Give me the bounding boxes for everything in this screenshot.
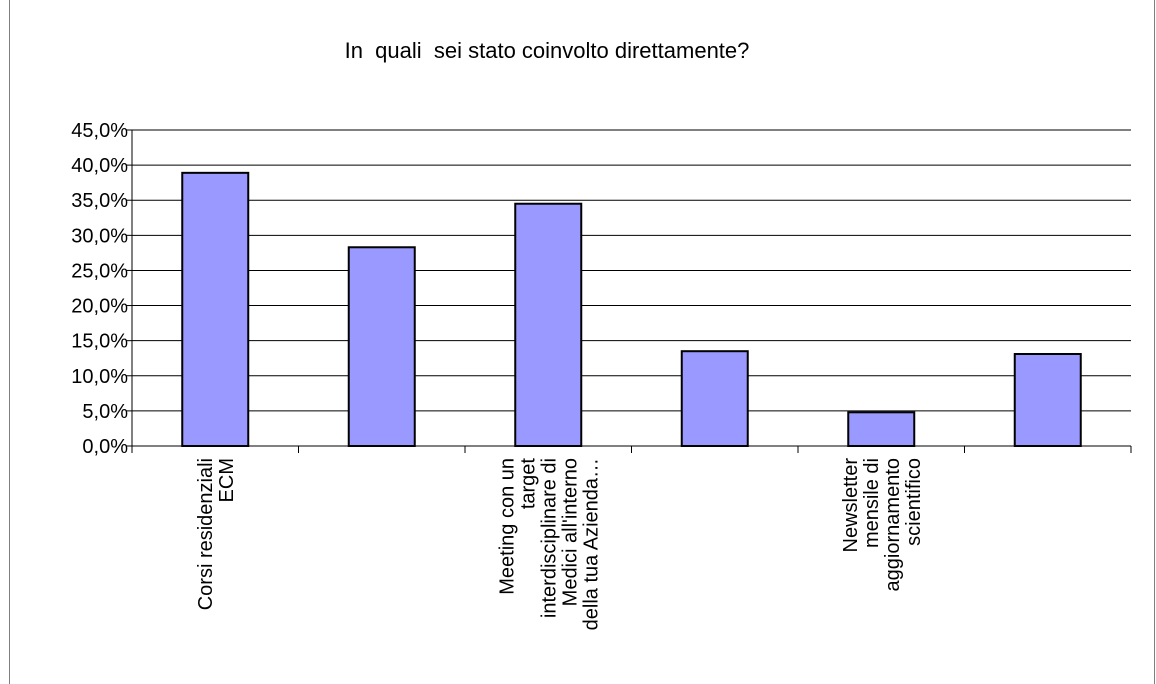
y-tick-label: 0,0% [82,436,128,458]
x-tick-label-line: ECM [216,458,238,502]
y-tick-label: 35,0% [71,190,128,212]
x-tick-label-line: aggiornamento [882,458,904,591]
x-tick-label-line: scientifico [903,458,925,546]
bar [680,350,749,448]
x-tick-label: Corsi residenzialiECM [195,458,238,610]
x-tick-label-line: della tua Azienda… [580,458,602,630]
x-axis-tick-labels: Corsi residenzialiECM Meeting con untarge… [195,458,925,631]
y-tick-label: 10,0% [71,366,128,388]
x-tick-label-line: Newsletter [840,458,862,553]
y-tick-label: 20,0% [71,296,128,318]
y-tick-label: 25,0% [71,260,128,282]
bar [514,202,583,447]
bar [181,171,250,448]
bars [181,171,1082,448]
x-tick-label: Newslettermensile diaggiornamentoscienti… [840,458,925,592]
bar [347,246,416,447]
y-axis-tick-labels: 0,0% 5,0% 10,0% 15,0% 20,0% 25,0% 30,0% 35,0% 40… [71,120,128,458]
y-tick-label: 5,0% [82,401,128,423]
chart-title: In quali sei stato coinvolto direttament… [344,38,750,63]
x-tick-label-line: Meeting con un [496,458,518,595]
x-tick-label-line: mensile di [861,458,883,548]
bar [1013,353,1082,447]
x-tick-label: Meeting con untargetinterdisciplinare di… [496,458,602,631]
bar [847,411,916,447]
x-tick-label-line: interdisciplinare di [538,458,560,618]
y-tick-label: 15,0% [71,331,128,353]
axes [126,129,1132,453]
x-tick-label-line: target [517,458,539,510]
x-tick-label-line: Medici all'interno [559,458,581,606]
gridlines [132,129,1131,412]
y-tick-label: 30,0% [71,225,128,247]
y-tick-label: 40,0% [71,155,128,177]
y-tick-label: 45,0% [71,120,128,142]
x-tick-label-line: Corsi residenziali [195,458,217,610]
